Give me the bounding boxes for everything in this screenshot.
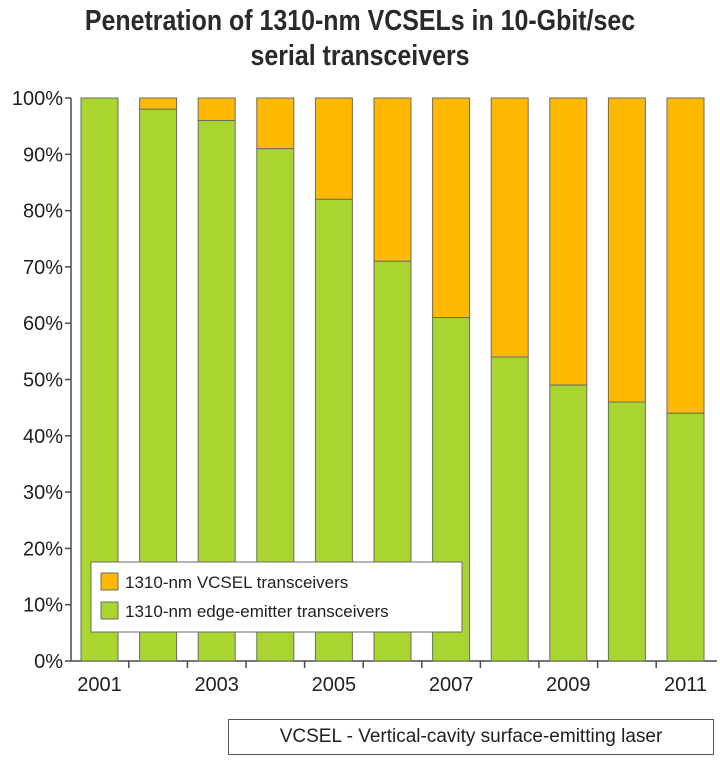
legend-swatch — [101, 573, 118, 590]
legend-label: 1310-nm VCSEL transceivers — [125, 573, 348, 592]
legend-swatch — [101, 602, 118, 619]
y-tick-label: 10% — [23, 595, 63, 617]
y-tick-label: 90% — [23, 144, 63, 166]
footnote-text: VCSEL - Vertical-cavity surface-emitting… — [280, 726, 663, 747]
bar-edge-emitter-2008 — [491, 357, 528, 661]
bar-vcsel-2009 — [550, 98, 587, 385]
footnote-box: VCSEL - Vertical-cavity surface-emitting… — [228, 719, 714, 755]
legend: 1310-nm VCSEL transceivers 1310-nm edge-e… — [91, 562, 462, 632]
bar-vcsel-2005 — [315, 98, 352, 199]
legend-label: 1310-nm edge-emitter transceivers — [125, 602, 389, 621]
y-tick-label: 60% — [23, 313, 63, 335]
x-tick-label: 2007 — [429, 674, 474, 696]
y-tick-label: 20% — [23, 538, 63, 560]
bar-vcsel-2008 — [491, 98, 528, 357]
y-tick-label: 40% — [23, 426, 63, 448]
bar-edge-emitter-2010 — [608, 402, 645, 661]
bar-edge-emitter-2011 — [667, 413, 704, 661]
y-tick-label: 70% — [23, 257, 63, 279]
bar-vcsel-2003 — [198, 98, 235, 121]
x-tick-label: 2009 — [546, 674, 591, 696]
bar-vcsel-2007 — [433, 98, 470, 318]
x-axis: 2001 2003 2005 2007 2009 2011 — [71, 661, 717, 696]
bar-vcsel-2011 — [667, 98, 704, 413]
y-tick-label: 30% — [23, 482, 63, 504]
y-tick-label: 0% — [34, 651, 63, 673]
bar-vcsel-2006 — [374, 98, 411, 261]
bar-vcsel-2002 — [140, 98, 177, 109]
y-tick-label: 100% — [12, 88, 63, 110]
bar-vcsel-2010 — [608, 98, 645, 402]
bar-edge-emitter-2009 — [550, 385, 587, 661]
x-tick-label: 2001 — [77, 674, 122, 696]
x-tick-label: 2003 — [194, 674, 239, 696]
y-tick-label: 50% — [23, 370, 63, 392]
x-tick-label: 2011 — [664, 674, 707, 696]
y-axis: 0% 10% 20% 30% 40% 50% 60% 70% 80% 90% 100% — [12, 88, 71, 673]
bar-vcsel-2004 — [257, 98, 294, 149]
y-tick-label: 80% — [23, 201, 63, 223]
x-tick-label: 2005 — [312, 674, 357, 696]
